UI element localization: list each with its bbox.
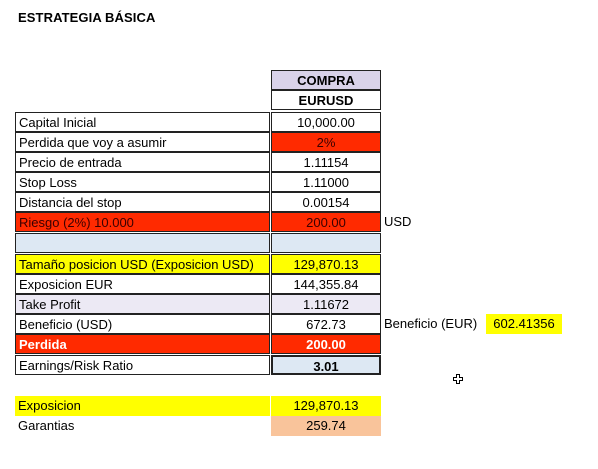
- value-riesgo[interactable]: 200.00: [271, 212, 381, 232]
- label-precio-entrada[interactable]: Precio de entrada: [15, 152, 270, 172]
- value-beneficio-usd[interactable]: 672.73: [271, 314, 381, 334]
- label-take-profit[interactable]: Take Profit: [15, 294, 270, 314]
- value-exposicion[interactable]: 129,870.13: [271, 396, 381, 416]
- value-tamano-posicion[interactable]: 129,870.13: [271, 254, 381, 274]
- value-exposicion-eur[interactable]: 144,355.84: [271, 274, 381, 294]
- crosshair-cursor-icon: [453, 371, 463, 384]
- label-earnings-risk-ratio[interactable]: Earnings/Risk Ratio: [15, 355, 270, 375]
- label-distancia-stop[interactable]: Distancia del stop: [15, 192, 270, 212]
- riesgo-currency: USD: [384, 214, 412, 229]
- value-beneficio-eur[interactable]: 602.41356: [486, 314, 562, 334]
- label-tamano-posicion[interactable]: Tamaño posicion USD (Exposicion USD): [15, 254, 270, 274]
- value-precio-entrada[interactable]: 1.11154: [271, 152, 381, 172]
- label-beneficio-eur: Beneficio (EUR): [384, 316, 478, 331]
- value-earnings-risk-ratio[interactable]: 3.01: [271, 355, 381, 375]
- value-capital-inicial[interactable]: 10,000.00: [271, 112, 381, 132]
- value-garantias[interactable]: 259.74: [271, 416, 381, 436]
- label-capital-inicial[interactable]: Capital Inicial: [15, 112, 270, 132]
- label-stop-loss[interactable]: Stop Loss: [15, 172, 270, 192]
- label-perdida[interactable]: Perdida: [15, 334, 270, 354]
- value-distancia-stop[interactable]: 0.00154: [271, 192, 381, 212]
- value-perdida[interactable]: 200.00: [271, 334, 381, 354]
- label-garantias[interactable]: Garantias: [18, 418, 75, 433]
- value-take-profit[interactable]: 1.11672: [271, 294, 381, 314]
- header-compra[interactable]: COMPRA: [271, 70, 381, 90]
- empty-row-label[interactable]: [15, 233, 270, 253]
- label-riesgo[interactable]: Riesgo (2%) 10.000: [15, 212, 270, 232]
- label-exposicion-eur[interactable]: Exposicion EUR: [15, 274, 270, 294]
- label-beneficio-usd[interactable]: Beneficio (USD): [15, 314, 270, 334]
- empty-row-value[interactable]: [271, 233, 381, 253]
- value-perdida-asumir[interactable]: 2%: [271, 132, 381, 152]
- label-exposicion[interactable]: Exposicion: [15, 396, 270, 416]
- value-stop-loss[interactable]: 1.11000: [271, 172, 381, 192]
- header-eurusd[interactable]: EURUSD: [271, 90, 381, 110]
- page-title: ESTRATEGIA BÁSICA: [18, 10, 156, 25]
- label-perdida-asumir[interactable]: Perdida que voy a asumir: [15, 132, 270, 152]
